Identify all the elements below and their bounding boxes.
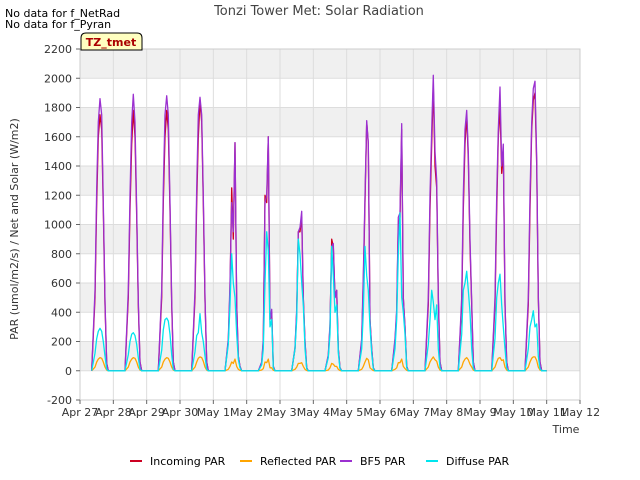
tag-label: TZ_tmet: [86, 36, 136, 49]
x-tick-label: May 11: [527, 406, 567, 419]
x-tick-label: Apr 29: [128, 406, 165, 419]
y-tick-label: 1400: [44, 160, 72, 173]
x-tick-label: May 8: [430, 406, 463, 419]
x-tick-label: May 2: [230, 406, 263, 419]
y-tick-label: 400: [51, 306, 72, 319]
y-axis-label: PAR (umol/m2/s) / Net and Solar (W/m2): [8, 118, 21, 340]
tag-box: TZ_tmet: [80, 32, 143, 51]
tag-box-shape: [80, 32, 143, 51]
grid-band: [80, 49, 580, 79]
y-axis-ticks: -200 0 200 400 600 800 1000 1200 1400 1600 1800 200…: [44, 43, 80, 407]
grid-band: [80, 341, 580, 371]
x-tick-label: Apr 30: [162, 406, 199, 419]
y-tick-label: 2000: [44, 72, 72, 85]
legend-label: Diffuse PAR: [446, 455, 510, 468]
legend-item-diffuse-par: Diffuse PAR: [426, 455, 510, 468]
legend-item-reflected-par: Reflected PAR: [240, 455, 337, 468]
y-tick-label: 2200: [44, 43, 72, 56]
y-tick-label: 800: [51, 248, 72, 261]
legend: Incoming PAR Reflected PAR BF5 PAR Diffuse …: [130, 455, 510, 468]
series-line-diffuse-par: [91, 212, 547, 372]
x-tick-label: Apr 28: [95, 406, 132, 419]
x-tick-label: May 4: [297, 406, 330, 419]
y-tick-label: 1000: [44, 219, 72, 232]
series-layer: [91, 74, 547, 372]
x-tick-label: May 7: [397, 406, 430, 419]
chart-title: Tonzi Tower Met: Solar Radiation: [213, 4, 424, 19]
y-tick-label: 600: [51, 277, 72, 290]
legend-item-incoming-par: Incoming PAR: [130, 455, 226, 468]
y-tick-label: 1200: [44, 189, 72, 202]
y-tick-label: 0: [65, 365, 72, 378]
grid-band: [80, 107, 580, 137]
y-tick-label: 200: [51, 336, 72, 349]
x-tick-label: May 1: [197, 406, 230, 419]
x-tick-label: Apr 27: [62, 406, 99, 419]
legend-label: Reflected PAR: [260, 455, 337, 468]
no-data-note-netrad: No data for f_NetRad: [5, 7, 121, 20]
x-tick-label: May 9: [463, 406, 496, 419]
x-tick-label: May 6: [363, 406, 396, 419]
legend-label: Incoming PAR: [150, 455, 226, 468]
x-axis-label: Time: [552, 423, 580, 436]
legend-label: BF5 PAR: [360, 455, 406, 468]
no-data-note-pyran: No data for f_Pyran: [5, 18, 112, 31]
y-tick-label: 1800: [44, 102, 72, 115]
y-tick-label: 1600: [44, 131, 72, 144]
y-tick-label: -200: [47, 394, 72, 407]
grid-band: [80, 166, 580, 196]
legend-item-bf5-par: BF5 PAR: [340, 455, 406, 468]
x-tick-label: May 10: [493, 406, 533, 419]
x-tick-label: May 12: [560, 406, 600, 419]
x-tick-label: May 3: [263, 406, 296, 419]
x-tick-label: May 5: [330, 406, 363, 419]
